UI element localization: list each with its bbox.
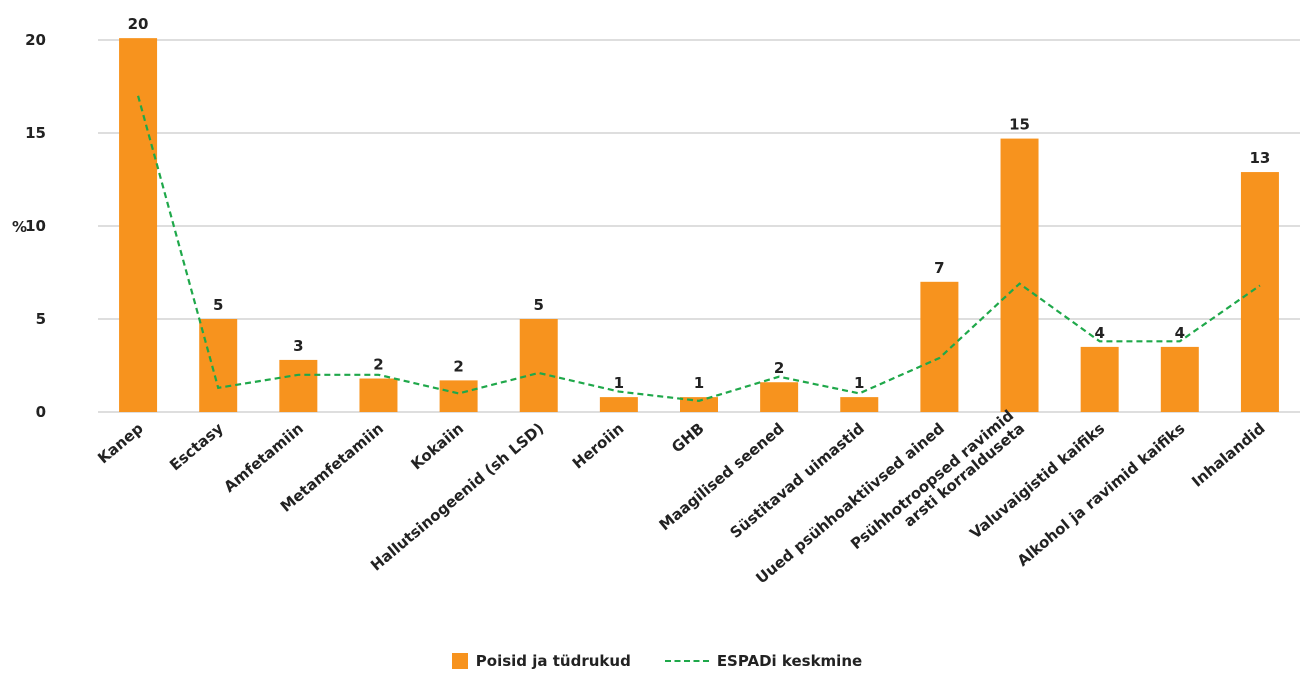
data-labels: 20 5 3 2 2 5 1 1 2 1 7 15 4 4 13 bbox=[128, 15, 1271, 392]
x-tick-label: Süstitavad uimastid bbox=[726, 419, 867, 542]
x-tick-label: Inhalandid bbox=[1188, 419, 1268, 490]
bar-value-label: 2 bbox=[774, 359, 784, 377]
bar-value-label: 5 bbox=[213, 296, 223, 314]
legend-swatch-bar bbox=[451, 653, 468, 669]
y-axis-ticks: 0 5 10 15 20 bbox=[25, 31, 46, 421]
bar bbox=[199, 319, 238, 412]
gridlines bbox=[98, 39, 1300, 413]
x-tick-label: Alkohol ja ravimid kaifiks bbox=[1014, 419, 1189, 570]
bar bbox=[1000, 138, 1039, 412]
legend: Poisid ja tüdrukud ESPADi keskmine bbox=[0, 652, 1314, 670]
bar-value-label: 1 bbox=[694, 374, 704, 392]
bar bbox=[439, 380, 478, 412]
bar-value-label: 4 bbox=[1094, 324, 1104, 342]
legend-swatch-line bbox=[664, 660, 709, 662]
bar-value-label: 13 bbox=[1249, 149, 1270, 167]
bar bbox=[1160, 346, 1199, 412]
bar bbox=[359, 378, 398, 412]
bar-value-label: 7 bbox=[934, 259, 944, 277]
x-tick-label: GHB bbox=[668, 419, 707, 456]
bar bbox=[599, 397, 638, 412]
x-tick-label: Esctasy bbox=[166, 419, 227, 474]
legend-item-line: ESPADi keskmine bbox=[664, 652, 863, 670]
legend-label-bars: Poisid ja tüdrukud bbox=[475, 652, 631, 670]
bar bbox=[680, 397, 718, 412]
bar bbox=[519, 319, 558, 412]
bar-value-label: 2 bbox=[453, 357, 463, 375]
x-tick-label: Heroiin bbox=[569, 419, 628, 472]
bar-value-label: 15 bbox=[1009, 116, 1030, 134]
bar bbox=[1240, 172, 1279, 412]
bar-value-label: 20 bbox=[128, 15, 149, 33]
bar-value-label: 1 bbox=[854, 374, 864, 392]
bar-value-label: 3 bbox=[293, 337, 303, 355]
bar-series bbox=[119, 38, 1279, 412]
bar-value-label: 2 bbox=[373, 356, 383, 374]
bar-value-label: 4 bbox=[1175, 324, 1185, 342]
y-tick-label: 20 bbox=[25, 31, 46, 49]
bar bbox=[119, 38, 158, 412]
y-tick-label: 5 bbox=[36, 310, 46, 328]
x-tick-label: Hallutsinogeenid (sh LSD) bbox=[367, 419, 547, 574]
bar bbox=[279, 359, 318, 412]
y-tick-label: 0 bbox=[36, 403, 46, 421]
chart: 0 5 10 15 20 % 20 5 3 2 2 5 1 1 2 1 7 15 4 4 13 Kanep Escta… bbox=[12, 15, 1300, 587]
x-tick-label: Kanep bbox=[94, 419, 147, 467]
bar-value-label: 5 bbox=[534, 296, 544, 314]
y-tick-label: 10 bbox=[25, 217, 46, 235]
y-axis-label: % bbox=[12, 218, 27, 236]
line-series bbox=[137, 95, 1261, 402]
y-tick-label: 15 bbox=[25, 124, 46, 142]
x-tick-label: Kokaiin bbox=[408, 419, 468, 473]
bar bbox=[1080, 346, 1119, 412]
bar bbox=[840, 397, 879, 412]
legend-item-bars: Poisid ja tüdrukud bbox=[451, 652, 631, 670]
bar bbox=[760, 382, 799, 412]
legend-label-line: ESPADi keskmine bbox=[716, 652, 863, 670]
x-tick-label: Amfetamiin bbox=[220, 419, 307, 496]
bar-value-label: 1 bbox=[614, 374, 624, 392]
